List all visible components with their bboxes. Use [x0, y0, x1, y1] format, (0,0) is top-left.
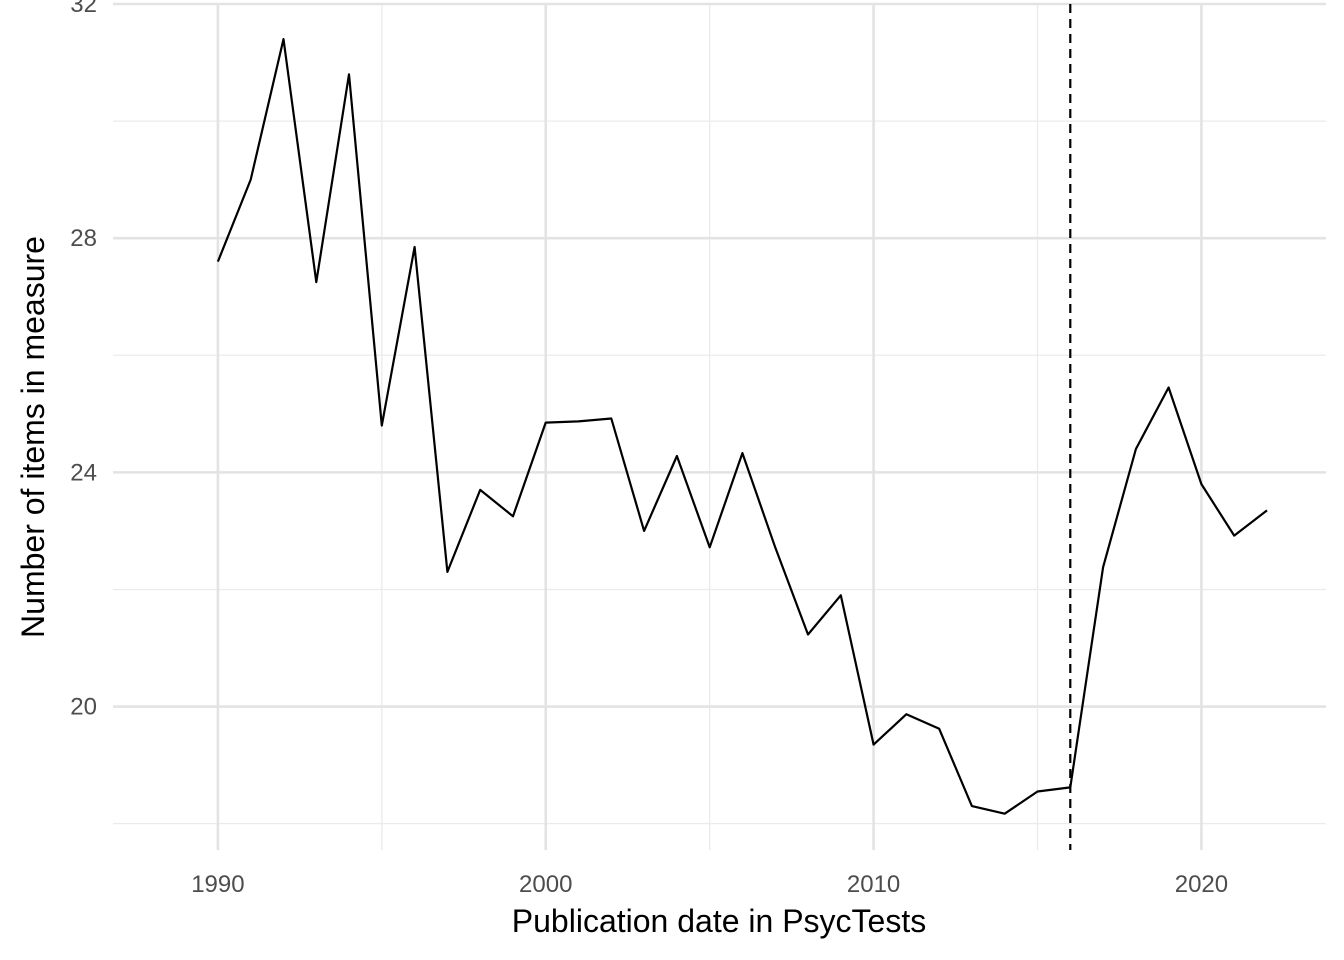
y-axis-title: Number of items in measure [15, 236, 51, 638]
x-tick-label: 1990 [191, 871, 244, 898]
series-line [216, 37, 1268, 815]
y-tick-label: 32 [70, 0, 97, 18]
x-tick-label: 2020 [1175, 871, 1228, 898]
y-tick-label: 24 [70, 459, 97, 486]
x-axis-ticks: 1990 2000 2010 2020 [191, 871, 1228, 898]
series-layer [216, 37, 1268, 815]
y-axis-ticks: 20 24 28 32 [70, 0, 97, 721]
major-gridlines [113, 2, 1326, 850]
x-tick-label: 2000 [519, 871, 572, 898]
x-tick-label: 2010 [847, 871, 900, 898]
y-tick-label: 28 [70, 225, 97, 252]
x-axis-title: Publication date in PsycTests [512, 903, 926, 939]
y-tick-label: 20 [70, 694, 97, 721]
minor-gridlines [113, 4, 1326, 850]
